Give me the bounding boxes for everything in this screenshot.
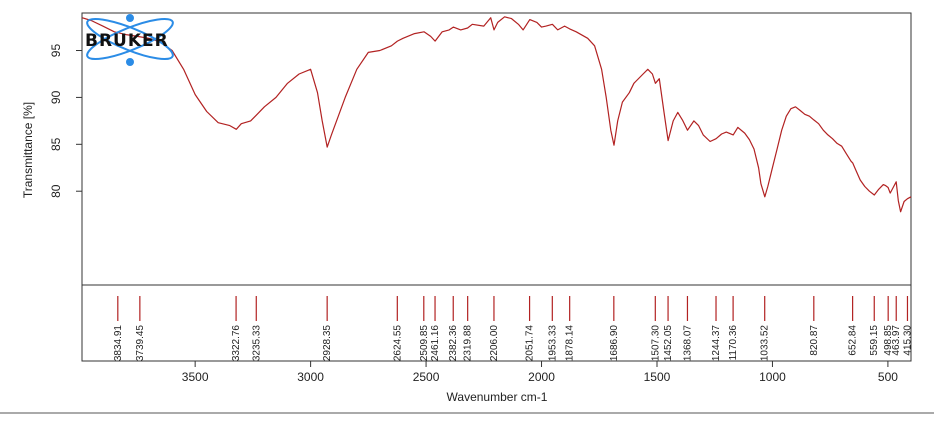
x-tick-label: 3500 — [182, 370, 209, 384]
bruker-logo: BRUKER — [85, 14, 174, 66]
peak-label: 820.87 — [809, 325, 820, 356]
y-axis-label: Transmittance [%] — [21, 102, 35, 198]
spectrum-frame — [81, 12, 912, 286]
peak-markers: 3834.91 3739.45 3322.76 3235.33 2928.35 2624.… — [113, 296, 913, 362]
y-tick-label: 90 — [49, 90, 63, 104]
peak-label: 1244.37 — [711, 325, 722, 362]
peak-label: 1170.36 — [728, 325, 739, 361]
spectrum-line — [81, 16, 912, 213]
peak-label: 415.30 — [902, 325, 913, 356]
peak-label: 498.85 — [883, 325, 894, 356]
peak-label: 1033.52 — [760, 325, 771, 362]
peak-label: 559.15 — [869, 325, 880, 356]
peak-label: 2382.36 — [448, 325, 459, 362]
peak-label: 463.97 — [891, 325, 902, 356]
peak-label: 3739.45 — [135, 325, 146, 362]
x-tick-label: 1500 — [644, 370, 671, 384]
peak-label: 652.84 — [848, 325, 859, 356]
peak-label: 2206.00 — [489, 325, 500, 362]
logo-text: BRUKER — [85, 31, 169, 51]
peak-label: 2461.16 — [430, 325, 441, 362]
y-tick-label: 85 — [49, 137, 63, 151]
peak-panel-frame — [81, 285, 912, 362]
logo-orbit-1 — [86, 17, 174, 61]
peak-label: 3834.91 — [113, 325, 124, 362]
peak-label: 2624.55 — [392, 325, 403, 362]
logo-atom-bottom — [126, 58, 134, 66]
x-tick-label: 1000 — [759, 370, 786, 384]
peak-label: 3322.76 — [231, 325, 242, 362]
peak-label: 3235.33 — [251, 325, 262, 362]
peak-label: 2509.85 — [419, 325, 430, 362]
x-tick-label: 500 — [878, 370, 898, 384]
peak-label: 2319.88 — [463, 325, 474, 362]
x-tick-label: 3000 — [297, 370, 324, 384]
logo-atom-top — [126, 14, 134, 22]
x-tick-label: 2000 — [528, 370, 555, 384]
y-axis: 80 85 90 95 — [49, 44, 82, 198]
peak-label: 2051.74 — [525, 325, 536, 362]
logo-orbit-2 — [86, 17, 174, 61]
peak-label: 1452.05 — [663, 325, 674, 362]
peak-label: 1686.90 — [609, 325, 620, 362]
x-axis-label: Wavenumber cm-1 — [447, 390, 548, 404]
spectrum-layer — [81, 16, 912, 213]
y-tick-label: 95 — [49, 44, 63, 58]
peak-label: 1507.30 — [650, 325, 661, 362]
peak-label: 1368.07 — [682, 325, 693, 362]
y-tick-label: 80 — [49, 184, 63, 198]
x-axis: 3500 3000 2500 2000 1500 1000 500 — [182, 361, 898, 384]
peak-label: 2928.35 — [322, 325, 333, 362]
peak-label: 1878.14 — [565, 325, 576, 362]
x-tick-label: 2500 — [413, 370, 440, 384]
peak-label: 1953.33 — [547, 325, 558, 362]
